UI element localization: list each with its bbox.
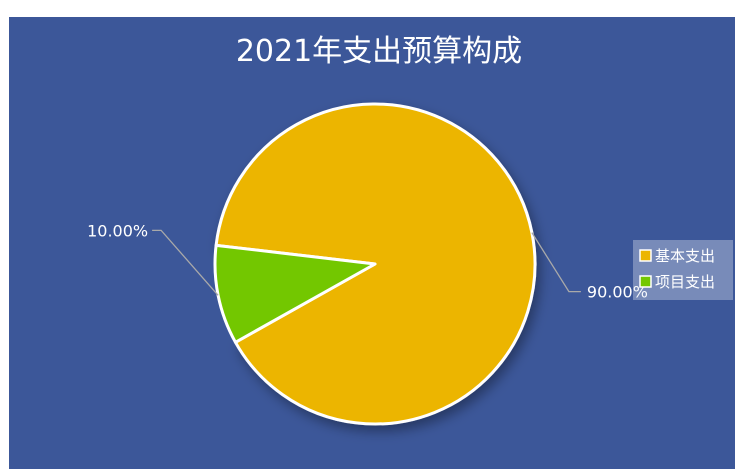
leader-line-basic bbox=[531, 232, 581, 293]
pie-slices bbox=[213, 102, 537, 426]
data-label-project: 10.00% bbox=[87, 221, 148, 240]
chart-frame: 2021年支出预算构成 90.00% 10.00% 基本支出 项目支出 bbox=[9, 17, 735, 469]
legend-label-basic: 基本支出 bbox=[655, 247, 715, 265]
chart-title: 2021年支出预算构成 bbox=[236, 34, 522, 69]
pie-slice-project bbox=[213, 243, 377, 344]
data-label-basic: 90.00% bbox=[587, 283, 648, 302]
legend: 基本支出 项目支出 bbox=[633, 240, 733, 300]
legend-label-project: 项目支出 bbox=[655, 273, 715, 291]
leader-line-project bbox=[152, 229, 219, 296]
label-leaders: 90.00% 10.00% bbox=[87, 221, 648, 301]
pie-chart: 2021年支出预算构成 90.00% 10.00% 基本支出 项目支出 bbox=[9, 17, 735, 469]
legend-swatch-project bbox=[639, 275, 652, 288]
legend-swatch-basic bbox=[639, 249, 652, 262]
